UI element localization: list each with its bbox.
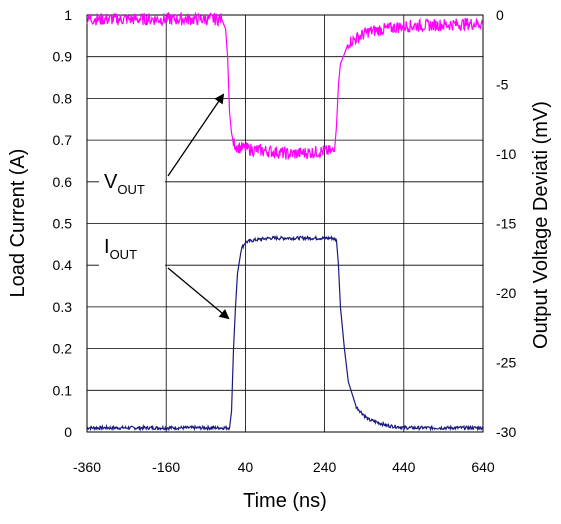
y-right-tick-label: -10 — [496, 146, 516, 162]
y-left-tick-label: 0.7 — [53, 132, 73, 148]
y-right-tick-label: -25 — [496, 355, 516, 371]
vout-label-bg — [99, 162, 165, 200]
y-right-tick-labels: -30 -25 -20 -15 -10 -5 0 — [496, 7, 516, 440]
iout-arrow — [167, 267, 230, 320]
iout-annotation: IOUT — [104, 236, 137, 262]
x-tick-label: 40 — [238, 459, 254, 475]
vout-annotation-sub: OUT — [117, 182, 145, 197]
y-right-tick-label: 0 — [496, 7, 504, 23]
plot-area — [86, 14, 484, 433]
gridlines — [86, 14, 484, 433]
y-right-tick-label: -20 — [496, 285, 516, 301]
vout-annotation-base: V — [104, 171, 118, 193]
y-right-tick-label: -15 — [496, 216, 516, 232]
iout-label-bg — [99, 228, 165, 268]
y-left-tick-label: 0.3 — [53, 299, 73, 315]
vout-annotation: VOUT — [104, 171, 145, 197]
x-axis-title: Time (ns) — [243, 490, 327, 512]
y-left-tick-label: 0.5 — [53, 216, 73, 232]
y-left-tick-label: 0.9 — [53, 49, 73, 65]
y-left-tick-label: 0.1 — [53, 382, 73, 398]
x-tick-label: 240 — [313, 459, 337, 475]
series-layer — [86, 11, 484, 432]
y-left-tick-labels: 0 0.1 0.2 0.3 0.4 0.5 0.6 0.7 0.8 0.9 1 — [53, 7, 73, 440]
y-left-tick-label: 0 — [64, 424, 72, 440]
y-left-tick-label: 0.6 — [53, 174, 73, 190]
y-right-axis-title: Output Voltage Deviati (mV) — [530, 101, 552, 349]
y-left-tick-label: 0.2 — [53, 341, 73, 357]
y-left-axis-title: Load Current (A) — [7, 149, 29, 298]
x-tick-label: -160 — [152, 459, 180, 475]
iout-series-line — [86, 234, 484, 432]
y-left-tick-label: 0.4 — [53, 257, 73, 273]
x-tick-label: -360 — [73, 459, 101, 475]
x-tick-labels: -360 -160 40 240 440 640 — [73, 459, 495, 475]
y-left-tick-label: 0.8 — [53, 90, 73, 106]
x-tick-label: 640 — [471, 459, 495, 475]
y-left-tick-label: 1 — [64, 7, 72, 23]
y-right-tick-label: -5 — [496, 77, 509, 93]
x-tick-label: 440 — [392, 459, 416, 475]
y-right-tick-label: -30 — [496, 424, 516, 440]
iout-annotation-sub: OUT — [110, 247, 138, 262]
vout-arrow — [167, 93, 225, 177]
vout-series-line — [86, 11, 484, 161]
iout-annotation-base: I — [104, 236, 110, 258]
